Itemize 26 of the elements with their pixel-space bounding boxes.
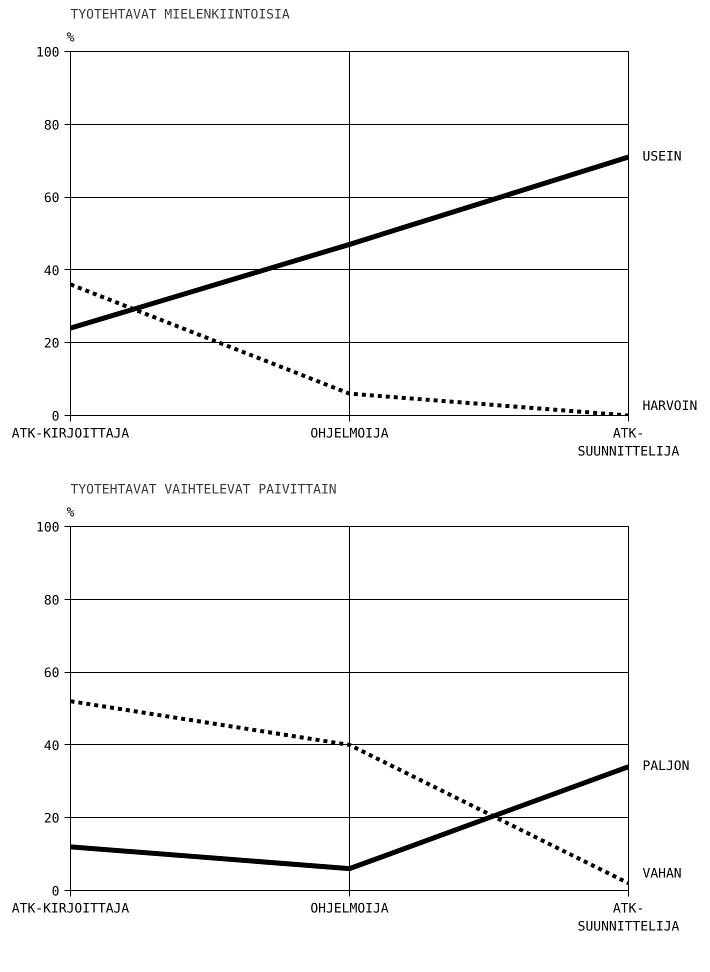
y-tick-label: 100 [36,46,60,60]
chart-title: TYOTEHTAVAT VAIHTELEVAT PAIVITTAIN [70,482,337,498]
y-tick-label: 60 [44,191,60,206]
series-label: HARVOIN [642,399,698,414]
series-label: USEIN [642,150,682,165]
x-tick-label: ATK-KIRJOITTAJA [12,902,130,916]
x-tick-label: OHJELMOIJA [310,426,389,442]
x-tick-label: ATK-SUUNNITTELIJA [578,902,680,934]
y-tick-label: 40 [44,264,60,279]
y-tick-label: 80 [44,118,60,134]
y-axis-title: % [66,506,75,520]
chart-title: TYOTEHTAVAT MIELENKIINTOISIA [70,8,290,22]
y-tick-label: 0 [52,410,60,424]
y-tick-label: 0 [52,884,60,900]
y-tick-label: 80 [44,593,60,608]
series-label: VAHAN [642,866,682,882]
y-tick-label: 60 [44,666,60,682]
x-tick-label: ATK-SUUNNITTELIJA [578,426,680,460]
y-tick-label: 40 [44,738,60,754]
x-tick-label: ATK-KIRJOITTAJA [12,426,130,442]
y-axis-title: % [66,30,75,46]
y-tick-label: 20 [44,812,60,827]
y-tick-label: 20 [44,336,60,352]
series-label: PALJON [642,759,690,774]
y-tick-label: 100 [36,520,60,536]
x-tick-label: OHJELMOIJA [310,902,389,916]
